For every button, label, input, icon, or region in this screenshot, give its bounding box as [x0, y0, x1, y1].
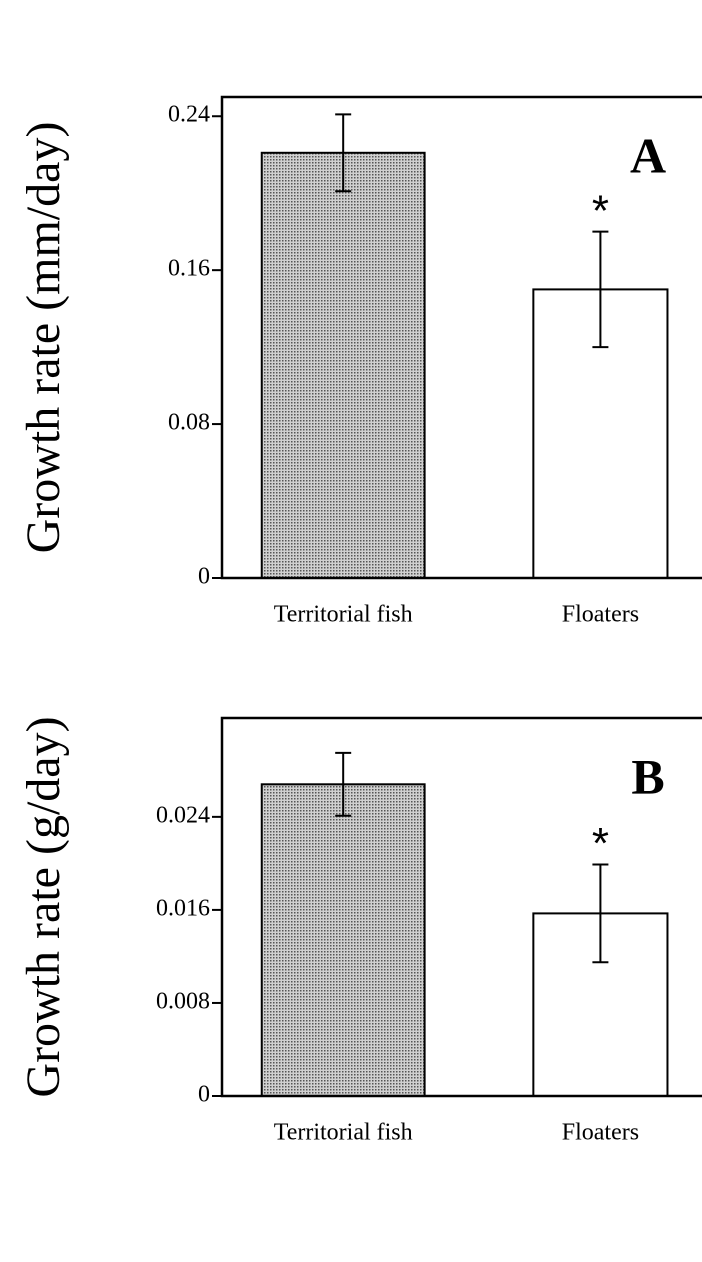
x-tick-label: Territorial fish: [274, 1120, 413, 1146]
bar: [260, 151, 426, 580]
y-tick-label: 0: [198, 1082, 210, 1108]
y-axis-label: Growth rate (mm/day): [17, 122, 70, 554]
y-tick-label: 0.16: [168, 256, 210, 282]
x-tick-label: Territorial fish: [274, 602, 413, 628]
panel-label: A: [630, 127, 666, 183]
y-tick-label: 0: [198, 564, 210, 590]
plot-frame: [220, 716, 702, 1098]
annotation: *: [592, 186, 609, 235]
plot-frame: [220, 95, 702, 580]
bar: [260, 783, 426, 1098]
x-tick-label: Floaters: [562, 602, 639, 628]
y-tick-label: 0.008: [156, 988, 210, 1014]
x-tick-label: Floaters: [562, 1120, 639, 1146]
panel-label: B: [631, 748, 664, 804]
annotation: *: [592, 819, 609, 868]
y-tick-label: 0.08: [168, 410, 210, 436]
y-tick-label: 0.024: [156, 802, 210, 828]
y-axis-label: Growth rate (g/day): [17, 716, 70, 1097]
y-tick-label: 0.016: [156, 895, 210, 921]
y-tick-label: 0.24: [168, 102, 210, 128]
